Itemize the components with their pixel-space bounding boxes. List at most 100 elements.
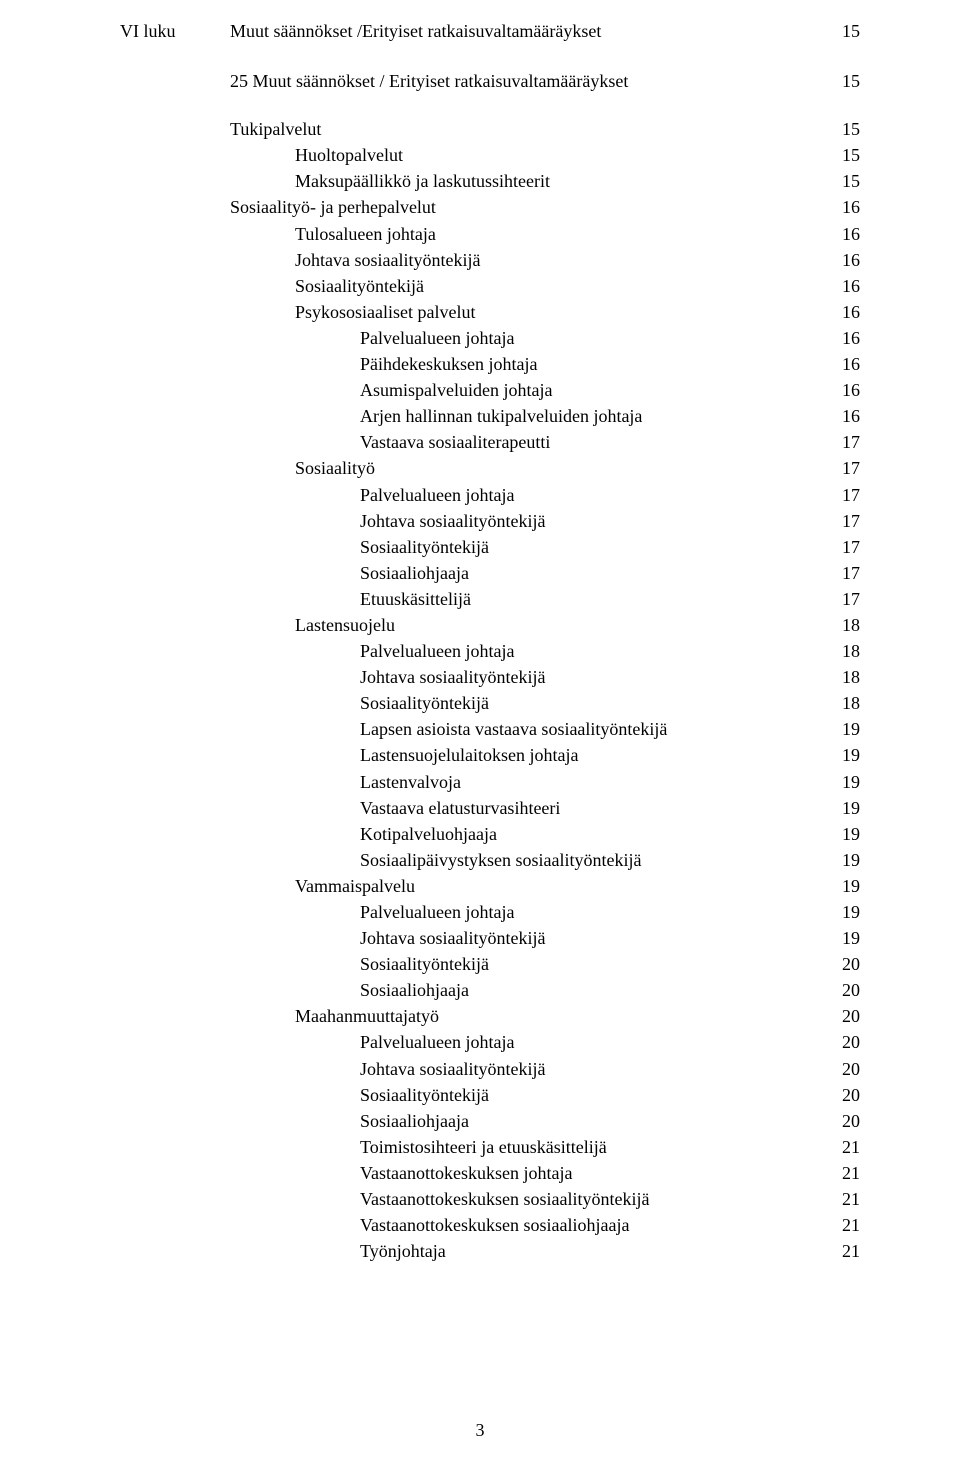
toc-entry: Psykososiaaliset palvelut16	[120, 299, 860, 325]
toc-entry: Asumispalveluiden johtaja16	[120, 377, 860, 403]
toc-entry: Lastensuojelulaitoksen johtaja19	[120, 742, 860, 768]
toc-entry-page: 21	[828, 1160, 860, 1186]
page-number: 3	[0, 1420, 960, 1441]
toc-entry-page: 21	[828, 1212, 860, 1238]
toc-entry: Sosiaalityöntekijä17	[120, 534, 860, 560]
toc-entry: Huoltopalvelut15	[120, 142, 860, 168]
toc-entry-page: 19	[828, 821, 860, 847]
toc-entry-label: Sosiaalityöntekijä	[360, 951, 828, 977]
toc-entry: Vammaispalvelu19	[120, 873, 860, 899]
toc-entry-page: 20	[828, 1108, 860, 1134]
toc-entry-label: Sosiaaliohjaaja	[360, 1108, 828, 1134]
toc-entry-label: Sosiaalityöntekijä	[360, 534, 828, 560]
toc-entry: Sosiaalityöntekijä18	[120, 690, 860, 716]
toc-entry: Johtava sosiaalityöntekijä17	[120, 508, 860, 534]
toc-entry: Palvelualueen johtaja20	[120, 1029, 860, 1055]
toc-entry: Kotipalveluohjaaja19	[120, 821, 860, 847]
toc-entry-label: Lastenvalvoja	[360, 769, 828, 795]
toc-entry: Sosiaalityöntekijä16	[120, 273, 860, 299]
toc-entry-page: 18	[828, 612, 860, 638]
toc-entry-label: Johtava sosiaalityöntekijä	[360, 508, 828, 534]
toc-entry-label: Työnjohtaja	[360, 1238, 828, 1264]
toc-entry-page: 19	[828, 716, 860, 742]
toc-entry: Palvelualueen johtaja19	[120, 899, 860, 925]
toc-entry-label: Arjen hallinnan tukipalveluiden johtaja	[360, 403, 828, 429]
toc-entry-label: Johtava sosiaalityöntekijä	[360, 664, 828, 690]
toc-entry-label: Johtava sosiaalityöntekijä	[360, 1056, 828, 1082]
toc-chapter-page: 15	[828, 18, 860, 44]
toc-entry: Etuuskäsittelijä17	[120, 586, 860, 612]
toc-entry: Sosiaaliohjaaja17	[120, 560, 860, 586]
toc-entry-page: 17	[828, 560, 860, 586]
toc-entry-page: 19	[828, 873, 860, 899]
toc-entry-page: 20	[828, 1003, 860, 1029]
toc-entry: 25 Muut säännökset / Erityiset ratkaisuv…	[120, 68, 860, 94]
toc-entry-page: 16	[828, 194, 860, 220]
toc-entry-label: Päihdekeskuksen johtaja	[360, 351, 828, 377]
toc-entry-page: 21	[828, 1238, 860, 1264]
toc-entry: Työnjohtaja21	[120, 1238, 860, 1264]
toc-entry-label: Palvelualueen johtaja	[360, 899, 828, 925]
toc-entry-page: 19	[828, 925, 860, 951]
toc-entry-label: Sosiaalityöntekijä	[360, 690, 828, 716]
toc-entry-page: 17	[828, 508, 860, 534]
toc-entry-label: Palvelualueen johtaja	[360, 638, 828, 664]
toc-entry-page: 17	[828, 586, 860, 612]
toc-entry-label: 25 Muut säännökset / Erityiset ratkaisuv…	[230, 68, 828, 94]
toc-entry-label: Psykososiaaliset palvelut	[295, 299, 828, 325]
toc-entry-label: Etuuskäsittelijä	[360, 586, 828, 612]
toc-entry-label: Palvelualueen johtaja	[360, 482, 828, 508]
toc-entries: 25 Muut säännökset / Erityiset ratkaisuv…	[120, 68, 860, 1264]
toc-entry: Lapsen asioista vastaava sosiaalityöntek…	[120, 716, 860, 742]
toc-entry: Sosiaalipäivystyksen sosiaalityöntekijä1…	[120, 847, 860, 873]
toc-entry-label: Johtava sosiaalityöntekijä	[360, 925, 828, 951]
toc-entry-label: Vastaanottokeskuksen johtaja	[360, 1160, 828, 1186]
toc-chapter-label: VI luku Muut säännökset /Erityiset ratka…	[120, 18, 828, 44]
toc-entry: Toimistosihteeri ja etuuskäsittelijä21	[120, 1134, 860, 1160]
toc-entry-label: Sosiaalipäivystyksen sosiaalityöntekijä	[360, 847, 828, 873]
toc-entry: Päihdekeskuksen johtaja16	[120, 351, 860, 377]
toc-entry-label: Sosiaalityöntekijä	[360, 1082, 828, 1108]
toc-entry-page: 21	[828, 1134, 860, 1160]
toc-entry: Tulosalueen johtaja16	[120, 221, 860, 247]
toc-chapter-roman: VI luku	[120, 18, 230, 44]
toc-entry-page: 21	[828, 1186, 860, 1212]
toc-entry-page: 18	[828, 690, 860, 716]
toc-chapter-title: Muut säännökset /Erityiset ratkaisuvalta…	[230, 18, 601, 44]
toc-entry: Sosiaaliohjaaja20	[120, 977, 860, 1003]
toc-entry-page: 20	[828, 1029, 860, 1055]
toc-entry-page: 15	[828, 68, 860, 94]
toc-entry-page: 16	[828, 325, 860, 351]
toc-entry-label: Asumispalveluiden johtaja	[360, 377, 828, 403]
toc-entry-page: 16	[828, 403, 860, 429]
toc-entry: Johtava sosiaalityöntekijä20	[120, 1056, 860, 1082]
toc-entry-page: 20	[828, 951, 860, 977]
toc-entry-page: 17	[828, 534, 860, 560]
toc-entry-label: Palvelualueen johtaja	[360, 1029, 828, 1055]
toc-entry-label: Tulosalueen johtaja	[295, 221, 828, 247]
toc-page: VI luku Muut säännökset /Erityiset ratka…	[0, 0, 960, 1465]
toc-entry: Sosiaalityöntekijä20	[120, 951, 860, 977]
toc-entry: Vastaava sosiaaliterapeutti17	[120, 429, 860, 455]
toc-entry-page: 16	[828, 273, 860, 299]
toc-entry-page: 17	[828, 429, 860, 455]
toc-entry-page: 15	[828, 142, 860, 168]
toc-entry-label: Vastaanottokeskuksen sosiaaliohjaaja	[360, 1212, 828, 1238]
toc-chapter-row: VI luku Muut säännökset /Erityiset ratka…	[120, 18, 860, 44]
toc-entry-page: 15	[828, 116, 860, 142]
toc-entry: Lastensuojelu18	[120, 612, 860, 638]
toc-entry-page: 20	[828, 977, 860, 1003]
toc-entry-label: Huoltopalvelut	[295, 142, 828, 168]
toc-entry-page: 19	[828, 899, 860, 925]
toc-entry-label: Lapsen asioista vastaava sosiaalityöntek…	[360, 716, 828, 742]
toc-entry-page: 19	[828, 847, 860, 873]
toc-entry-page: 20	[828, 1056, 860, 1082]
toc-entry: Vastaanottokeskuksen sosiaalityöntekijä2…	[120, 1186, 860, 1212]
toc-entry-label: Sosiaalityö	[295, 455, 828, 481]
toc-entry-page: 17	[828, 482, 860, 508]
toc-entry: Maahanmuuttajatyö20	[120, 1003, 860, 1029]
toc-entry: Palvelualueen johtaja17	[120, 482, 860, 508]
toc-entry-label: Vastaava sosiaaliterapeutti	[360, 429, 828, 455]
toc-entry: Sosiaalityö17	[120, 455, 860, 481]
toc-entry-label: Toimistosihteeri ja etuuskäsittelijä	[360, 1134, 828, 1160]
